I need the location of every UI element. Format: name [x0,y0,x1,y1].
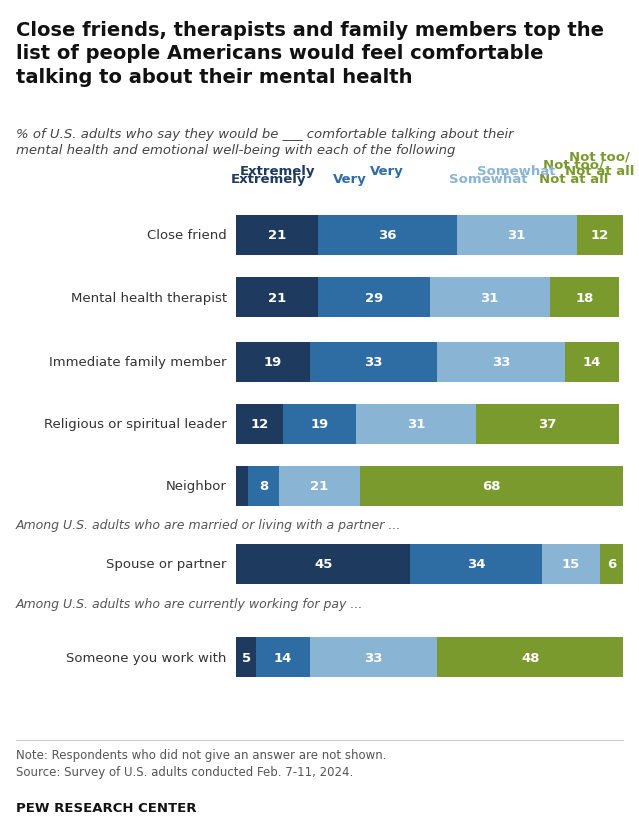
Bar [248,466,279,506]
Text: Religious or spiritual leader: Religious or spiritual leader [44,418,227,431]
Text: 21: 21 [268,291,286,304]
Bar [310,342,438,382]
Text: PEW RESEARCH CENTER: PEW RESEARCH CENTER [16,801,196,814]
Text: 29: 29 [364,291,383,304]
Text: 19: 19 [311,418,328,431]
Text: 34: 34 [467,557,486,571]
Text: 12: 12 [250,418,269,431]
Text: Extremely: Extremely [231,173,306,186]
Text: 21: 21 [268,229,286,242]
Text: 19: 19 [264,356,282,369]
Text: 33: 33 [364,356,383,369]
Text: 31: 31 [507,229,526,242]
Text: 33: 33 [492,356,511,369]
Text: Close friend: Close friend [147,229,227,242]
Text: 45: 45 [314,557,333,571]
Text: 6: 6 [607,557,616,571]
Text: Among U.S. adults who are married or living with a partner ...: Among U.S. adults who are married or liv… [16,519,401,532]
Bar [360,466,623,506]
Bar [310,638,438,677]
Text: 18: 18 [575,291,594,304]
Text: Close friends, therapists and family members top the
list of people Americans wo: Close friends, therapists and family mem… [16,21,604,87]
Text: 14: 14 [273,651,292,664]
Text: 12: 12 [590,229,609,242]
Text: % of U.S. adults who say they would be ___ comfortable talking about their
menta: % of U.S. adults who say they would be _… [16,128,514,157]
Text: Extremely: Extremely [239,165,315,178]
Text: Not too/
Not at all: Not too/ Not at all [539,158,608,186]
Text: Immediate family member: Immediate family member [49,356,227,369]
Text: Among U.S. adults who are currently working for pay ...: Among U.S. adults who are currently work… [16,597,364,610]
Text: Very: Very [333,173,366,186]
Bar [565,342,619,382]
Bar [600,544,623,584]
Text: 21: 21 [311,480,328,493]
Bar [542,544,600,584]
Text: 68: 68 [482,480,501,493]
Text: 31: 31 [407,418,426,431]
Bar [318,278,430,318]
Bar [438,638,623,677]
Text: Spouse or partner: Spouse or partner [107,557,227,571]
Bar [476,404,619,444]
Text: 14: 14 [583,356,601,369]
Bar [236,278,318,318]
Bar [576,216,623,256]
Bar [236,466,248,506]
Bar [236,216,318,256]
Bar [236,544,410,584]
Text: Not too/
Not at all: Not too/ Not at all [565,150,635,178]
Text: Someone you work with: Someone you work with [66,651,227,664]
Text: 33: 33 [364,651,383,664]
Bar [256,638,310,677]
Bar [283,404,357,444]
Bar [550,278,619,318]
Text: Very: Very [371,165,404,178]
Text: 15: 15 [562,557,580,571]
Text: Note: Respondents who did not give an answer are not shown.
Source: Survey of U.: Note: Respondents who did not give an an… [16,748,387,778]
Bar [457,216,576,256]
Bar [357,404,476,444]
Text: Mental health therapist: Mental health therapist [71,291,227,304]
Text: 37: 37 [539,418,557,431]
Text: 8: 8 [259,480,268,493]
Bar [410,544,542,584]
Text: 5: 5 [242,651,250,664]
Text: Somewhat: Somewhat [477,165,556,178]
Bar [236,404,283,444]
Text: 31: 31 [481,291,499,304]
Bar [318,216,457,256]
Bar [438,342,565,382]
Text: Neighbor: Neighbor [166,480,227,493]
Bar [236,342,310,382]
Text: 48: 48 [521,651,539,664]
Text: Somewhat: Somewhat [449,173,528,186]
Bar [429,278,550,318]
Bar [236,638,256,677]
Bar [279,466,360,506]
Text: 36: 36 [378,229,396,242]
